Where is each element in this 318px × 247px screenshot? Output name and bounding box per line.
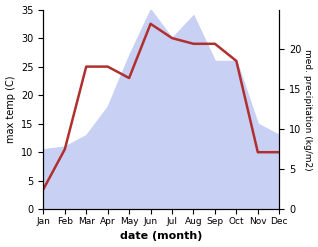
X-axis label: date (month): date (month) bbox=[120, 231, 203, 242]
Y-axis label: med. precipitation (kg/m2): med. precipitation (kg/m2) bbox=[303, 49, 313, 170]
Y-axis label: max temp (C): max temp (C) bbox=[5, 76, 16, 143]
